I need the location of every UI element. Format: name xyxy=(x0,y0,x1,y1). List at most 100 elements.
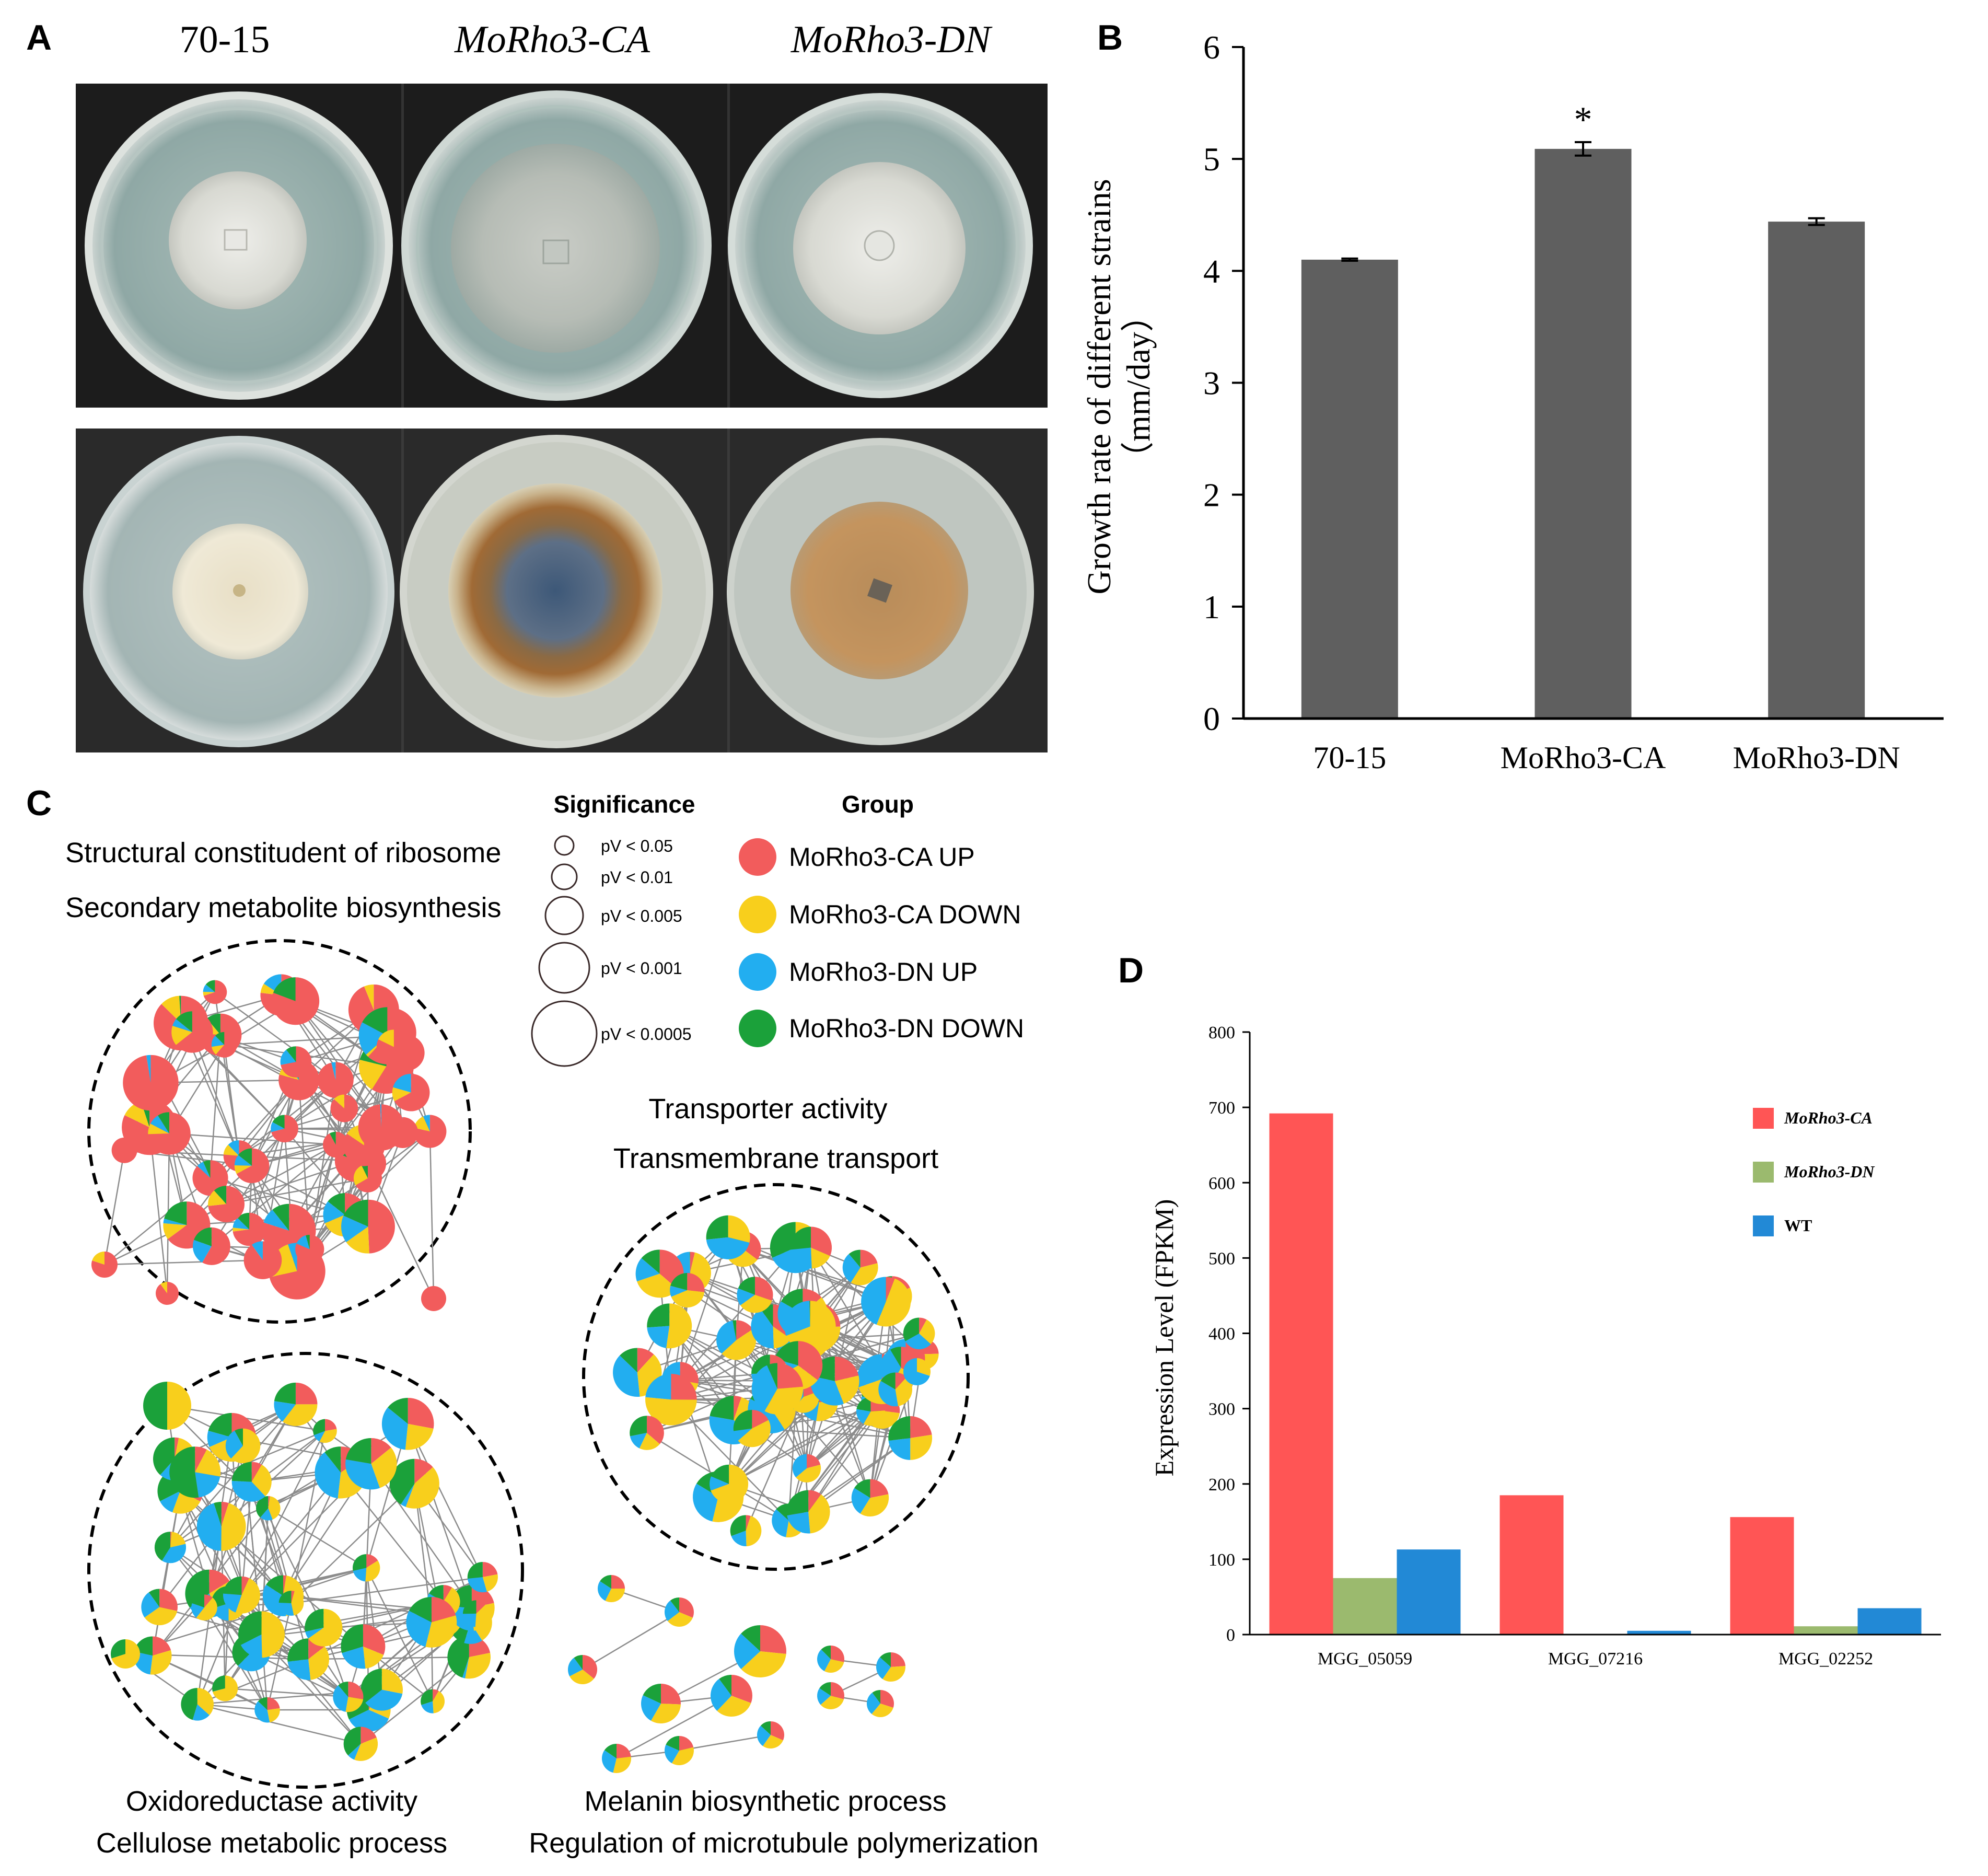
cluster3-node xyxy=(467,1561,498,1593)
cluster2-title-2: Transmembrane transport xyxy=(613,1143,938,1174)
cluster1-node xyxy=(156,1282,179,1305)
chart-d-legend-label: WT xyxy=(1784,1216,1812,1235)
chart-d-bar xyxy=(1794,1626,1858,1635)
cluster1-node xyxy=(271,1115,298,1143)
cluster1-edge xyxy=(211,1128,285,1247)
cluster4-edge xyxy=(679,1734,771,1752)
chart-d-y-axis-label: Expression Level (FPKM) xyxy=(1149,1199,1179,1477)
cluster1-title-2: Secondary metabolite biosynthesis xyxy=(65,892,501,923)
cluster1-node xyxy=(358,1104,405,1151)
cluster3-node xyxy=(225,1428,261,1464)
cluster1-edge xyxy=(104,1177,211,1265)
cluster2-node xyxy=(645,1373,697,1426)
cluster2-edge xyxy=(670,1399,789,1521)
cluster2-node xyxy=(716,1320,757,1360)
cluster3-node xyxy=(421,1689,445,1713)
cluster4-title-1: Melanin biosynthetic process xyxy=(584,1786,946,1817)
cluster4-node xyxy=(598,1575,625,1603)
chart-d-ytick-label: 700 xyxy=(1208,1098,1235,1118)
cluster3-node xyxy=(110,1639,140,1669)
cluster1-node xyxy=(353,1164,382,1192)
group-legend: Group MoRho3-CA UP MoRho3-CA DOWN MoRho3… xyxy=(739,791,1024,1047)
cluster3-node xyxy=(341,1624,386,1669)
size-legend-circle-5 xyxy=(531,1000,598,1067)
cluster3-edge xyxy=(360,1657,470,1745)
cluster3-node xyxy=(462,1600,490,1627)
cluster1-node xyxy=(192,1227,230,1265)
plate-photo-bottom xyxy=(76,429,1048,752)
chart-d-legend-swatch xyxy=(1753,1108,1774,1129)
cluster3-edge xyxy=(225,1687,348,1698)
size-legend-circle-1 xyxy=(554,835,575,856)
cluster2-node xyxy=(792,1454,821,1483)
chart-d-legend-swatch xyxy=(1753,1215,1774,1236)
cluster1-node xyxy=(272,977,320,1025)
cluster2-node xyxy=(810,1356,859,1406)
group-swatch-ca-down xyxy=(739,896,776,933)
cluster3-node xyxy=(352,1554,380,1582)
cluster1-node xyxy=(148,1112,191,1155)
cluster1-node xyxy=(211,1032,237,1058)
chart-b-ytick-label: 3 xyxy=(1203,365,1220,402)
cluster4-node xyxy=(665,1597,694,1627)
chart-d-xtick-label: MGG_02252 xyxy=(1778,1649,1873,1669)
chart-d-bar xyxy=(1269,1113,1333,1635)
size-legend-label-5: pV < 0.0005 xyxy=(601,1025,691,1044)
cluster3-node xyxy=(223,1576,260,1614)
cluster3-node xyxy=(254,1697,280,1723)
cluster1-node xyxy=(123,1055,179,1111)
cluster3-node xyxy=(231,1462,272,1502)
cluster1-node xyxy=(203,980,227,1004)
cluster3-edge xyxy=(308,1656,469,1660)
cluster3-node xyxy=(274,1382,318,1426)
cluster1-node xyxy=(392,1073,430,1111)
group-swatch-dn-down xyxy=(739,1010,776,1047)
cluster3-node xyxy=(361,1669,403,1711)
expression-chart: 0 100 200 300 400 500 600 700 800 MGG_05059 MGG_0… xyxy=(1149,1023,1941,1669)
cluster2-node xyxy=(630,1416,664,1450)
cluster1-node xyxy=(111,1137,137,1163)
chart-d-ytick-label: 600 xyxy=(1208,1174,1235,1193)
chart-d-bar xyxy=(1730,1517,1794,1635)
cluster4-node xyxy=(876,1652,905,1682)
cluster4-node xyxy=(757,1721,784,1748)
cluster1-node xyxy=(318,1062,354,1098)
cluster1-node xyxy=(376,1029,412,1064)
cluster3-edge xyxy=(366,1567,434,1702)
cluster3-node xyxy=(333,1682,364,1712)
chart-b-ytick-label: 5 xyxy=(1203,141,1220,178)
cluster1-node xyxy=(280,1046,312,1078)
cluster2-node xyxy=(751,1363,804,1415)
chart-d-bar xyxy=(1333,1578,1397,1635)
cluster4-edge xyxy=(616,1695,732,1759)
cluster3-node xyxy=(389,1458,439,1509)
chart-b-xtick-label: 70-15 xyxy=(1313,740,1386,775)
chart-b-bar xyxy=(1301,259,1398,719)
group-title: Group xyxy=(842,791,914,818)
chart-d-bar xyxy=(1397,1549,1461,1635)
cluster1-node xyxy=(322,1131,349,1158)
chart-d-bar xyxy=(1857,1608,1922,1635)
cluster1-edge xyxy=(191,1032,240,1156)
chart-d-xtick-label: MGG_07216 xyxy=(1548,1649,1643,1669)
size-legend-circle-3 xyxy=(544,896,584,935)
cluster2-node xyxy=(710,1464,749,1503)
cluster3-node xyxy=(154,1532,187,1564)
significance-title: Significance xyxy=(554,791,695,818)
growth-rate-chart: 0 1 2 3 4 5 6 * 70-15 MoRho3-CA MoRho3-DN Growth… xyxy=(1080,29,1944,775)
cluster1-title-1: Structural constitudent of ribosome xyxy=(65,837,501,868)
cluster4-node xyxy=(568,1655,598,1684)
chart-d-ytick-label: 0 xyxy=(1226,1626,1235,1645)
cluster2-node xyxy=(842,1249,878,1286)
cluster2-edge xyxy=(745,1396,804,1531)
panel-label-d: D xyxy=(1118,951,1144,990)
cluster1-edge xyxy=(169,1132,336,1145)
plate-photo-top xyxy=(76,84,1048,408)
cluster4-node xyxy=(711,1675,753,1717)
cluster4-node xyxy=(734,1625,786,1677)
cluster2-node xyxy=(851,1479,889,1517)
cluster2-node xyxy=(789,1226,832,1269)
cluster1-node xyxy=(243,1241,282,1279)
cluster3-node xyxy=(313,1419,337,1443)
cluster3-edge xyxy=(268,1508,367,1569)
